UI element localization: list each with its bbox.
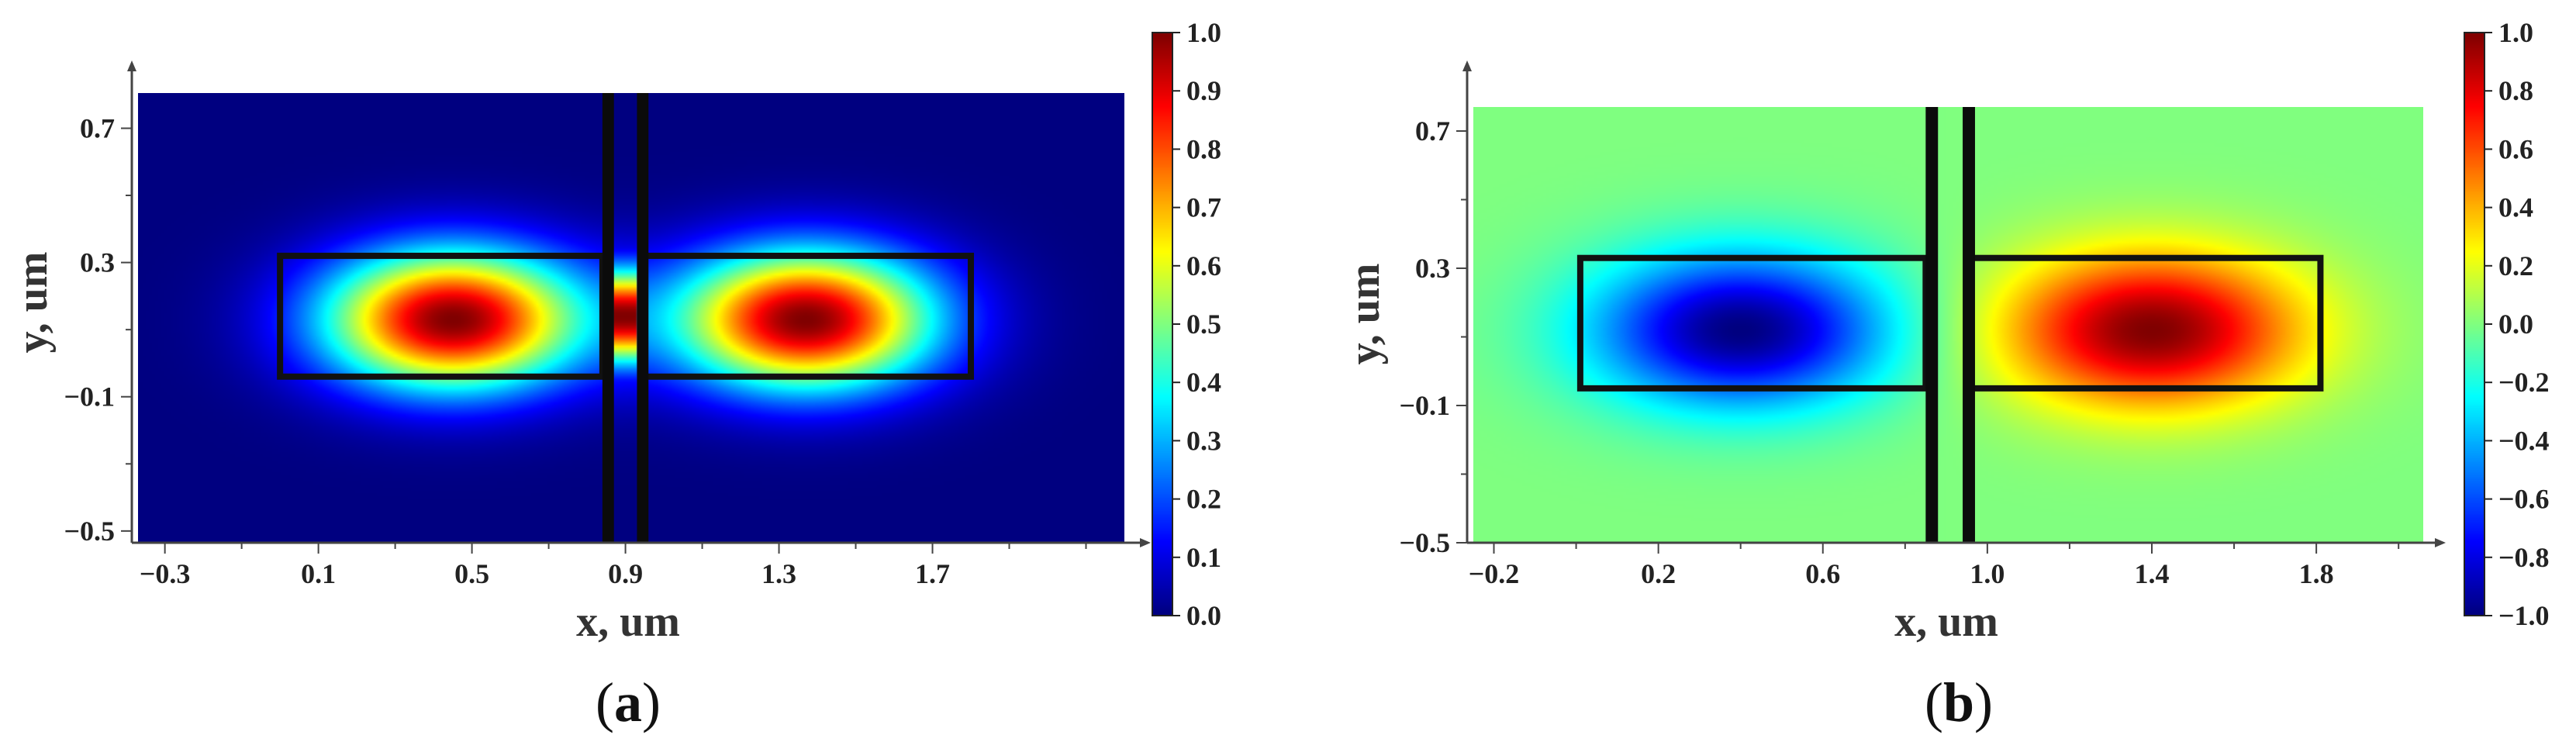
x-axis-arrow-b bbox=[2435, 538, 2446, 547]
y-tick-label-a: −0.5 bbox=[64, 516, 115, 547]
slot-wall-b-1 bbox=[1925, 107, 1939, 543]
x-tick-label-a: 1.7 bbox=[915, 558, 950, 589]
colorbar-b bbox=[2464, 33, 2484, 616]
colorbar-tick-label-a: 0.0 bbox=[1186, 600, 1221, 631]
y-tick-label-b: 0.3 bbox=[1415, 253, 1450, 284]
x-axis-label-a: x, um bbox=[576, 598, 680, 646]
colorbar-tick-label-a: 0.3 bbox=[1186, 425, 1221, 456]
x-tick-label-a: 0.9 bbox=[608, 558, 643, 589]
colorbar-tick-label-b: −0.2 bbox=[2498, 367, 2550, 398]
x-tick-label-b: 1.4 bbox=[2135, 558, 2170, 589]
colorbar-tick-label-b: 1.0 bbox=[2498, 17, 2533, 48]
x-tick-label-b: 0.6 bbox=[1805, 558, 1840, 589]
x-tick-label-a: −0.3 bbox=[140, 558, 191, 589]
colorbar-tick-label-b: 0.0 bbox=[2498, 309, 2533, 340]
colorbar-tick-label-b: −0.4 bbox=[2498, 425, 2550, 456]
colorbar-tick-label-a: 0.2 bbox=[1186, 484, 1221, 515]
slot-wall-a-2 bbox=[637, 93, 649, 543]
colorbar-tick-label-a: 0.8 bbox=[1186, 133, 1221, 164]
panel-label-a: (a) bbox=[596, 671, 661, 733]
y-tick-label-b: 0.7 bbox=[1415, 116, 1450, 147]
y-tick-label-a: −0.1 bbox=[64, 381, 115, 412]
colorbar-tick-label-b: −0.6 bbox=[2498, 484, 2550, 515]
waveguide-overlay-b bbox=[1576, 107, 2324, 543]
x-axis-label-b: x, um bbox=[1894, 598, 1998, 646]
y-tick-label-a: 0.3 bbox=[80, 247, 115, 278]
colorbar-a bbox=[1152, 33, 1172, 616]
x-axis-arrow-a bbox=[1140, 538, 1151, 547]
colorbar-tick-label-a: 0.6 bbox=[1186, 250, 1221, 281]
colorbar-tick-label-b: 0.8 bbox=[2498, 75, 2533, 106]
y-axis-label-a: y, um bbox=[9, 252, 57, 354]
colorbar-ticks-a: 0.0 0.1 0.2 0.3 0.4 0.5 0.6 0.7 0.8 0.9 1.0 bbox=[1172, 17, 1221, 631]
colorbar-tick-label-a: 0.4 bbox=[1186, 367, 1221, 398]
colorbar-tick-label-b: 0.4 bbox=[2498, 192, 2533, 223]
axes-a: −0.3 0.1 0.5 0.9 1.3 1.7 −0.5 −0.1 0.3 0.7 bbox=[64, 60, 1151, 589]
slot-wall-a-1 bbox=[602, 93, 614, 543]
y-axis-label-b: y, um bbox=[1341, 264, 1389, 365]
colorbar-tick-label-a: 0.1 bbox=[1186, 542, 1221, 573]
y-tick-label-a: 0.7 bbox=[80, 112, 115, 143]
y-axis-arrow-a bbox=[127, 60, 136, 71]
axes-b: −0.2 0.2 0.6 1.0 1.4 1.8 −0.5 −0.1 0.3 0.7 bbox=[1399, 60, 2446, 589]
colorbar-tick-label-a: 0.7 bbox=[1186, 192, 1221, 223]
waveguide-overlay-a bbox=[277, 93, 975, 543]
colorbar-tick-label-b: 0.6 bbox=[2498, 133, 2533, 164]
y-tick-label-b: −0.1 bbox=[1399, 390, 1450, 421]
heatmap-b bbox=[1473, 107, 2423, 543]
slot-wall-b-2 bbox=[1963, 107, 1975, 543]
panel-b: −0.2 0.2 0.6 1.0 1.4 1.8−0.5−0.10.30.7 x, um … bbox=[1341, 17, 2550, 733]
heatmap-a bbox=[138, 93, 1124, 543]
y-tick-label-b: −0.5 bbox=[1399, 527, 1450, 558]
x-tick-label-a: 0.1 bbox=[301, 558, 336, 589]
colorbar-tick-label-a: 1.0 bbox=[1186, 17, 1221, 48]
x-tick-label-b: 1.0 bbox=[1970, 558, 2005, 589]
x-tick-label-b: 1.8 bbox=[2299, 558, 2334, 589]
x-tick-label-a: 0.5 bbox=[454, 558, 489, 589]
panel-a: −0.3 0.1 0.5 0.9 1.3 1.7−0.5−0.10.30.7 x, um … bbox=[9, 17, 1221, 733]
colorbar-tick-label-b: 0.2 bbox=[2498, 250, 2533, 281]
colorbar-tick-label-b: −0.8 bbox=[2498, 542, 2550, 573]
y-axis-arrow-b bbox=[1462, 60, 1472, 71]
x-tick-label-a: 1.3 bbox=[761, 558, 796, 589]
colorbar-tick-label-a: 0.9 bbox=[1186, 75, 1221, 106]
x-tick-label-b: −0.2 bbox=[1469, 558, 1520, 589]
colorbar-tick-label-a: 0.5 bbox=[1186, 309, 1221, 340]
x-tick-label-b: 0.2 bbox=[1641, 558, 1676, 589]
colorbar-tick-label-b: −1.0 bbox=[2498, 600, 2550, 631]
panel-label-b: (b) bbox=[1925, 671, 1993, 733]
colorbar-ticks-b: −1.0 −0.8 −0.6 −0.4 −0.2 0.0 0.2 0.4 0.6 0.8 1.0 bbox=[2484, 17, 2550, 631]
